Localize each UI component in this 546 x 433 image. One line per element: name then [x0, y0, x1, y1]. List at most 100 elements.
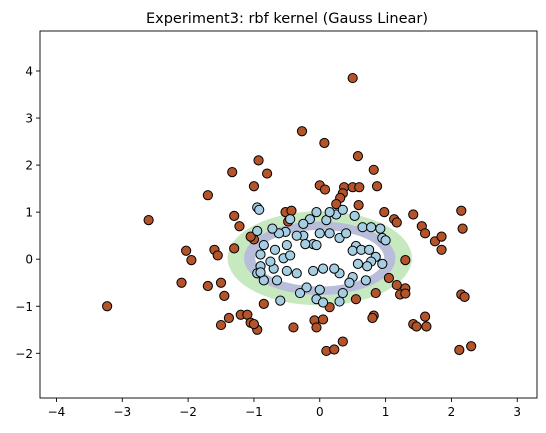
x-tick-label: −2	[179, 405, 197, 419]
point-s0-5	[368, 164, 379, 175]
point-s0-30	[234, 221, 245, 232]
point-s1-21	[375, 223, 386, 234]
x-tick-label: −1	[245, 405, 263, 419]
point-s0-15	[202, 190, 213, 201]
point-s1-33	[360, 275, 371, 286]
point-s1-38	[317, 263, 329, 274]
point-s1-56	[271, 275, 283, 286]
y-tick-label: −2	[15, 347, 33, 361]
point-s0-64	[215, 319, 227, 331]
x-tick-label: −4	[48, 405, 66, 419]
point-s0-68	[311, 322, 322, 333]
point-s0-38	[181, 245, 192, 256]
x-tick-label: 1	[382, 405, 390, 419]
point-s0-45	[383, 272, 394, 284]
point-s1-67	[311, 207, 322, 218]
point-s0-17	[371, 181, 383, 192]
point-s1-62	[281, 239, 292, 251]
point-s0-36	[229, 243, 240, 254]
x-tick-label: −3	[113, 405, 131, 419]
point-s1-45	[301, 282, 312, 293]
point-s0-55	[202, 280, 213, 292]
point-s0-39	[186, 255, 197, 266]
point-s1-2	[285, 214, 296, 225]
point-s0-25	[391, 217, 402, 228]
point-s0-23	[408, 209, 419, 220]
point-s1-44	[317, 297, 329, 308]
point-s0-78	[411, 321, 422, 332]
point-s1-49	[281, 265, 292, 277]
point-s0-31	[457, 223, 468, 234]
point-s1-63	[291, 230, 302, 241]
point-s1-35	[344, 277, 355, 288]
point-s1-12	[252, 225, 263, 237]
point-s0-22	[456, 205, 467, 216]
point-s0-44	[400, 255, 411, 266]
point-s0-18	[331, 199, 342, 210]
point-s0-71	[329, 344, 340, 355]
point-s1-25	[347, 245, 358, 256]
point-s0-28	[229, 210, 240, 222]
point-s1-13	[267, 223, 278, 234]
point-s0-42	[436, 231, 447, 242]
point-s0-58	[223, 312, 235, 324]
y-tick-label: 2	[25, 159, 33, 173]
point-s0-9	[319, 184, 331, 195]
point-s0-73	[350, 294, 362, 305]
point-s1-65	[324, 207, 335, 218]
point-s0-12	[354, 182, 365, 193]
point-s0-27	[143, 215, 154, 226]
point-s1-42	[314, 284, 325, 295]
point-s1-61	[285, 250, 296, 261]
plot-frame	[39, 30, 538, 399]
y-tick-label: −1	[15, 300, 33, 314]
x-tick-label: 0	[316, 405, 324, 419]
point-s1-27	[364, 244, 375, 255]
point-s1-47	[275, 295, 286, 306]
point-s1-15	[300, 239, 311, 250]
point-s0-54	[176, 277, 187, 288]
point-s1-46	[294, 287, 306, 299]
point-s0-21	[286, 205, 297, 216]
y-tick-label: 4	[25, 64, 33, 78]
point-s1-31	[362, 261, 373, 272]
point-s0-69	[317, 314, 329, 325]
point-s0-48	[370, 287, 381, 299]
x-tick-label: 2	[448, 405, 456, 419]
point-s0-65	[258, 298, 269, 309]
point-s0-3	[352, 151, 364, 162]
point-s0-56	[215, 277, 227, 288]
point-s0-33	[419, 228, 431, 239]
point-s0-0	[347, 72, 358, 84]
point-s1-32	[352, 258, 364, 270]
point-s1-1	[254, 204, 265, 215]
y-tick-label: 3	[25, 112, 33, 126]
point-s1-7	[324, 228, 335, 239]
point-s0-19	[353, 199, 364, 211]
point-s1-30	[377, 258, 388, 270]
point-s0-66	[288, 322, 299, 333]
point-s1-18	[340, 228, 352, 239]
point-s0-4	[253, 155, 264, 166]
point-s0-7	[262, 168, 273, 179]
point-s0-16	[248, 181, 260, 192]
chart-title: Experiment3: rbf kernel (Gauss Linear)	[146, 11, 428, 27]
x-tick-label: 3	[513, 405, 521, 419]
point-s0-43	[436, 244, 447, 255]
point-s0-53	[102, 301, 113, 312]
point-s0-2	[319, 137, 330, 149]
point-s1-48	[291, 268, 302, 279]
point-s1-51	[265, 256, 276, 267]
y-axis: −2 −1 0 1 2 3 4	[15, 64, 40, 361]
point-s0-35	[245, 231, 256, 242]
point-s1-39	[308, 265, 319, 277]
point-s1-66	[337, 204, 348, 215]
point-s1-54	[258, 239, 269, 251]
point-s0-50	[400, 288, 411, 299]
point-s0-63	[248, 319, 260, 330]
y-tick-label: 1	[25, 206, 33, 220]
point-s1-37	[329, 263, 340, 274]
point-s1-55	[269, 244, 281, 255]
point-s0-52	[459, 291, 470, 302]
